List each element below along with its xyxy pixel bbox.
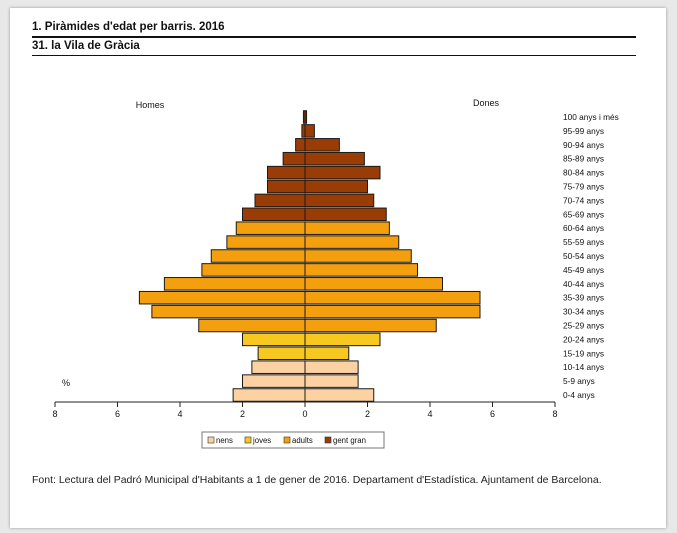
right-side-label: Dones [473, 98, 500, 108]
bar-dones-9 [304, 263, 418, 277]
legend-box [201, 431, 385, 449]
left-side-label: Homes [136, 100, 165, 110]
age-label-16: 80-84 anys [563, 168, 604, 178]
bar-homes-9 [201, 263, 306, 277]
legend-label-2: adults [292, 436, 313, 445]
x-tick-label-1: 6 [115, 409, 120, 419]
legend: nens joves adults gent gran [201, 431, 385, 449]
female-bars [304, 110, 481, 402]
title-rule [32, 36, 636, 38]
bar-dones-7 [304, 290, 481, 305]
age-label-11: 55-59 anys [563, 237, 604, 247]
legend-label-0: nens [216, 436, 233, 445]
legend-swatch-0 [207, 436, 215, 444]
age-label-14: 70-74 anys [563, 195, 604, 205]
bar-dones-14 [304, 193, 375, 208]
age-label-5: 25-29 anys [563, 321, 604, 331]
age-label-7: 35-39 anys [563, 293, 604, 303]
bar-dones-18 [304, 138, 340, 152]
age-label-10: 50-54 anys [563, 251, 604, 261]
x-tick-label-6: 4 [427, 409, 432, 419]
legend-swatch-3 [324, 436, 332, 444]
bar-dones-15 [304, 179, 368, 194]
bar-homes-3 [257, 346, 306, 361]
bar-homes-17 [282, 151, 306, 166]
bar-homes-0 [232, 388, 306, 402]
unit-label: % [62, 378, 70, 388]
age-label-0: 0-4 anys [563, 390, 595, 400]
district-subtitle: 31. la Vila de Gràcia [32, 40, 140, 52]
x-axis: 8 6 4 2 0 2 4 6 8 [52, 401, 558, 419]
source-note: Font: Lectura del Padró Municipal d'Habi… [32, 474, 602, 486]
age-label-9: 45-49 anys [563, 265, 604, 275]
age-label-3: 15-19 anys [563, 348, 604, 358]
age-label-4: 20-24 anys [563, 334, 604, 344]
bar-dones-13 [304, 207, 387, 222]
age-label-1: 5-9 anys [563, 376, 595, 386]
bar-dones-16 [304, 165, 381, 180]
age-label-17: 85-89 anys [563, 154, 604, 164]
legend-label-3: gent gran [333, 436, 366, 445]
legend-label-1: joves [252, 436, 271, 445]
bar-dones-3 [304, 346, 350, 361]
age-label-13: 65-69 anys [563, 209, 604, 219]
bar-dones-8 [304, 277, 443, 291]
bar-dones-4 [304, 332, 381, 347]
x-tick-label-5: 2 [365, 409, 370, 419]
bar-homes-18 [295, 138, 306, 152]
bar-dones-0 [304, 388, 375, 402]
bar-homes-11 [226, 235, 306, 249]
legend-swatch-2 [283, 436, 291, 444]
bar-homes-6 [151, 304, 306, 319]
bar-homes-7 [138, 290, 306, 305]
age-label-20: 100 anys i més [563, 112, 619, 122]
bar-homes-14 [254, 193, 306, 208]
bar-homes-1 [242, 374, 306, 388]
bar-dones-12 [304, 221, 390, 235]
bar-dones-1 [304, 374, 359, 388]
age-label-2: 10-14 anys [563, 362, 604, 372]
bar-dones-11 [304, 235, 400, 249]
bar-dones-6 [304, 304, 481, 319]
x-tick-label-2: 4 [177, 409, 182, 419]
x-tick-label-4: 0 [302, 409, 307, 419]
x-tick-label-8: 8 [552, 409, 557, 419]
bar-homes-5 [198, 318, 306, 333]
bar-homes-15 [267, 179, 306, 194]
male-bars [138, 110, 306, 402]
bar-homes-16 [267, 165, 306, 180]
age-label-19: 95-99 anys [563, 126, 604, 136]
age-label-6: 30-34 anys [563, 307, 604, 317]
bar-homes-2 [251, 360, 306, 374]
report-title: 1. Piràmides d'edat per barris. 2016 [32, 21, 225, 33]
bar-homes-13 [242, 207, 306, 222]
bar-dones-19 [304, 124, 315, 138]
subtitle-rule [32, 55, 636, 56]
bar-dones-17 [304, 151, 365, 166]
x-tick-label-3: 2 [240, 409, 245, 419]
bar-homes-10 [210, 249, 306, 263]
age-label-12: 60-64 anys [563, 223, 604, 233]
age-label-8: 40-44 anys [563, 279, 604, 289]
bar-homes-12 [235, 221, 306, 235]
bar-dones-10 [304, 249, 412, 263]
bar-homes-4 [242, 332, 306, 347]
bar-homes-8 [163, 277, 306, 291]
bar-dones-5 [304, 318, 437, 333]
age-label-18: 90-94 anys [563, 140, 604, 150]
bar-dones-2 [304, 360, 359, 374]
x-tick-label-7: 6 [490, 409, 495, 419]
legend-swatch-1 [244, 436, 252, 444]
x-tick-label-0: 8 [52, 409, 57, 419]
age-label-15: 75-79 anys [563, 182, 604, 192]
age-group-labels: 0-4 anys 5-9 anys 10-14 anys 15-19 anys 20-2… [563, 112, 619, 400]
bar-dones-20 [304, 110, 308, 124]
